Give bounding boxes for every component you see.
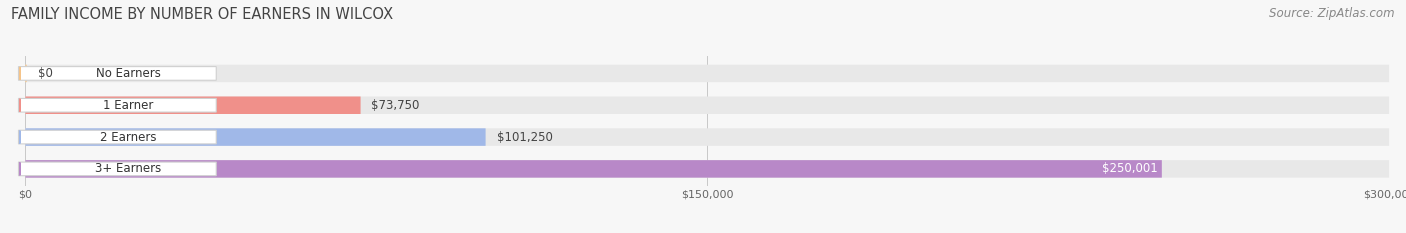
FancyBboxPatch shape: [25, 128, 485, 146]
FancyBboxPatch shape: [18, 98, 217, 112]
Text: $101,250: $101,250: [496, 130, 553, 144]
FancyBboxPatch shape: [25, 128, 1389, 146]
FancyBboxPatch shape: [25, 65, 1389, 82]
Text: FAMILY INCOME BY NUMBER OF EARNERS IN WILCOX: FAMILY INCOME BY NUMBER OF EARNERS IN WI…: [11, 7, 394, 22]
Text: $250,001: $250,001: [1102, 162, 1157, 175]
Text: No Earners: No Earners: [96, 67, 160, 80]
FancyBboxPatch shape: [18, 162, 217, 176]
Text: $0: $0: [38, 67, 52, 80]
FancyBboxPatch shape: [18, 130, 217, 144]
FancyBboxPatch shape: [25, 96, 360, 114]
Text: 2 Earners: 2 Earners: [100, 130, 156, 144]
Text: 3+ Earners: 3+ Earners: [96, 162, 162, 175]
FancyBboxPatch shape: [25, 160, 1161, 178]
Text: Source: ZipAtlas.com: Source: ZipAtlas.com: [1270, 7, 1395, 20]
FancyBboxPatch shape: [25, 96, 1389, 114]
Text: 1 Earner: 1 Earner: [103, 99, 153, 112]
FancyBboxPatch shape: [18, 67, 217, 80]
FancyBboxPatch shape: [25, 160, 1389, 178]
Text: $73,750: $73,750: [371, 99, 420, 112]
